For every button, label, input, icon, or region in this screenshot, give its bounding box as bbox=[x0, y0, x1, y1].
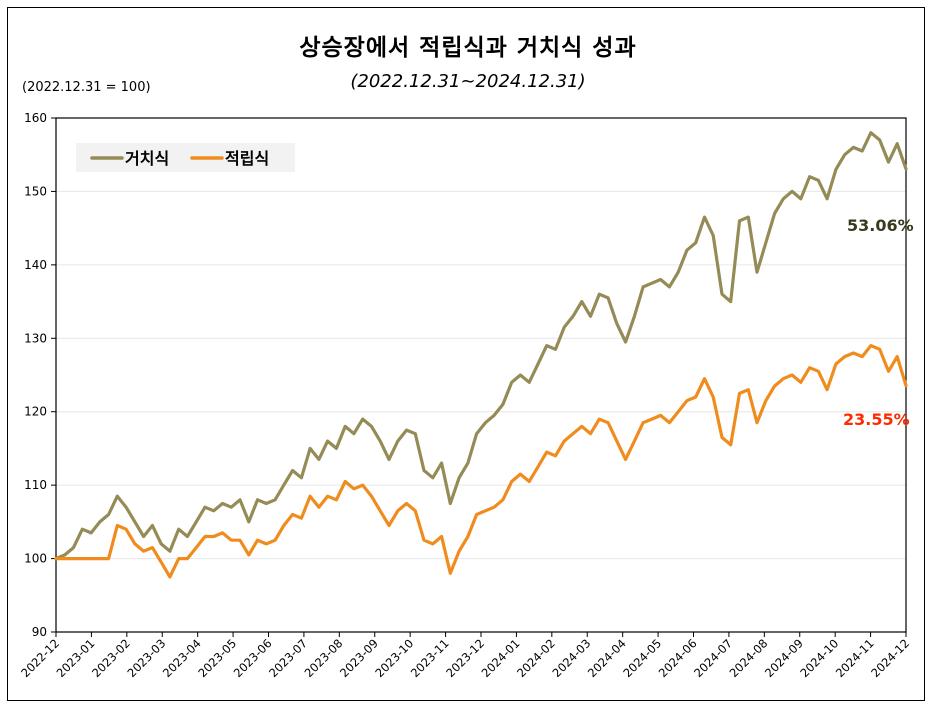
y-tick-label: 110 bbox=[24, 478, 47, 492]
y-tick-label: 160 bbox=[24, 111, 47, 125]
x-tick-label: 2023-02 bbox=[89, 636, 133, 680]
legend: 거치식 적립식 bbox=[76, 143, 295, 172]
x-tick-label: 2024-02 bbox=[514, 636, 558, 680]
x-tick-label: 2023-01 bbox=[54, 636, 98, 680]
x-tick-label: 2024-01 bbox=[479, 636, 523, 680]
series-line-0 bbox=[54, 131, 908, 561]
chart-frame bbox=[7, 7, 925, 701]
x-tick-label: 2024-12 bbox=[868, 636, 912, 680]
end-label-0: 53.06% bbox=[847, 216, 914, 235]
y-tick-label: 150 bbox=[24, 184, 47, 198]
x-tick-label: 2024-07 bbox=[691, 636, 735, 680]
chart-subtitle: (2022.12.31~2024.12.31) bbox=[350, 71, 586, 92]
x-tick-label: 2024-04 bbox=[585, 636, 629, 680]
end-label-1: 23.55% bbox=[843, 410, 910, 429]
legend-label-1: 적립식 bbox=[225, 149, 269, 168]
series-lines bbox=[54, 131, 908, 579]
x-tick-label: 2024-05 bbox=[620, 636, 664, 680]
x-tick-label: 2024-06 bbox=[656, 636, 700, 680]
y-tick-label: 100 bbox=[24, 552, 47, 566]
x-tick-label: 2023-08 bbox=[302, 636, 346, 680]
x-tick-label: 2022-12 bbox=[18, 636, 62, 680]
series-line-1 bbox=[54, 344, 908, 579]
x-tick-label: 2024-03 bbox=[549, 636, 593, 680]
axes bbox=[51, 117, 907, 637]
y-tick-label: 90 bbox=[32, 625, 47, 639]
x-tick-label: 2024-08 bbox=[727, 636, 771, 680]
base-note: (2022.12.31 = 100) bbox=[22, 80, 151, 95]
y-tick-label: 140 bbox=[24, 258, 47, 272]
x-tick-label: 2023-11 bbox=[408, 636, 452, 680]
x-tick-label: 2023-04 bbox=[160, 636, 204, 680]
y-tick-labels: 90 100 110 120 130 140 150 160 bbox=[24, 111, 47, 639]
x-tick-label: 2023-10 bbox=[372, 636, 416, 680]
x-tick-label: 2023-12 bbox=[443, 636, 487, 680]
x-tick-label: 2024-11 bbox=[833, 636, 877, 680]
y-tick-label: 120 bbox=[24, 405, 47, 419]
y-tick-label: 130 bbox=[24, 331, 47, 345]
x-tick-label: 2024-09 bbox=[762, 636, 806, 680]
x-tick-label: 2023-05 bbox=[195, 636, 239, 680]
x-tick-label: 2023-03 bbox=[124, 636, 168, 680]
plot-area bbox=[55, 117, 907, 633]
chart-title: 상승장에서 적립식과 거치식 성과 bbox=[299, 35, 637, 61]
end-labels: 53.06% 23.55% bbox=[843, 216, 914, 429]
x-tick-labels: 2022-122023-012023-022023-032023-042023-… bbox=[18, 636, 912, 680]
x-tick-label: 2024-10 bbox=[797, 636, 841, 680]
x-tick-label: 2023-09 bbox=[337, 636, 381, 680]
x-tick-label: 2023-06 bbox=[231, 636, 275, 680]
grid-lines bbox=[56, 117, 906, 560]
x-tick-label: 2023-07 bbox=[266, 636, 310, 680]
legend-label-0: 거치식 bbox=[125, 149, 169, 168]
